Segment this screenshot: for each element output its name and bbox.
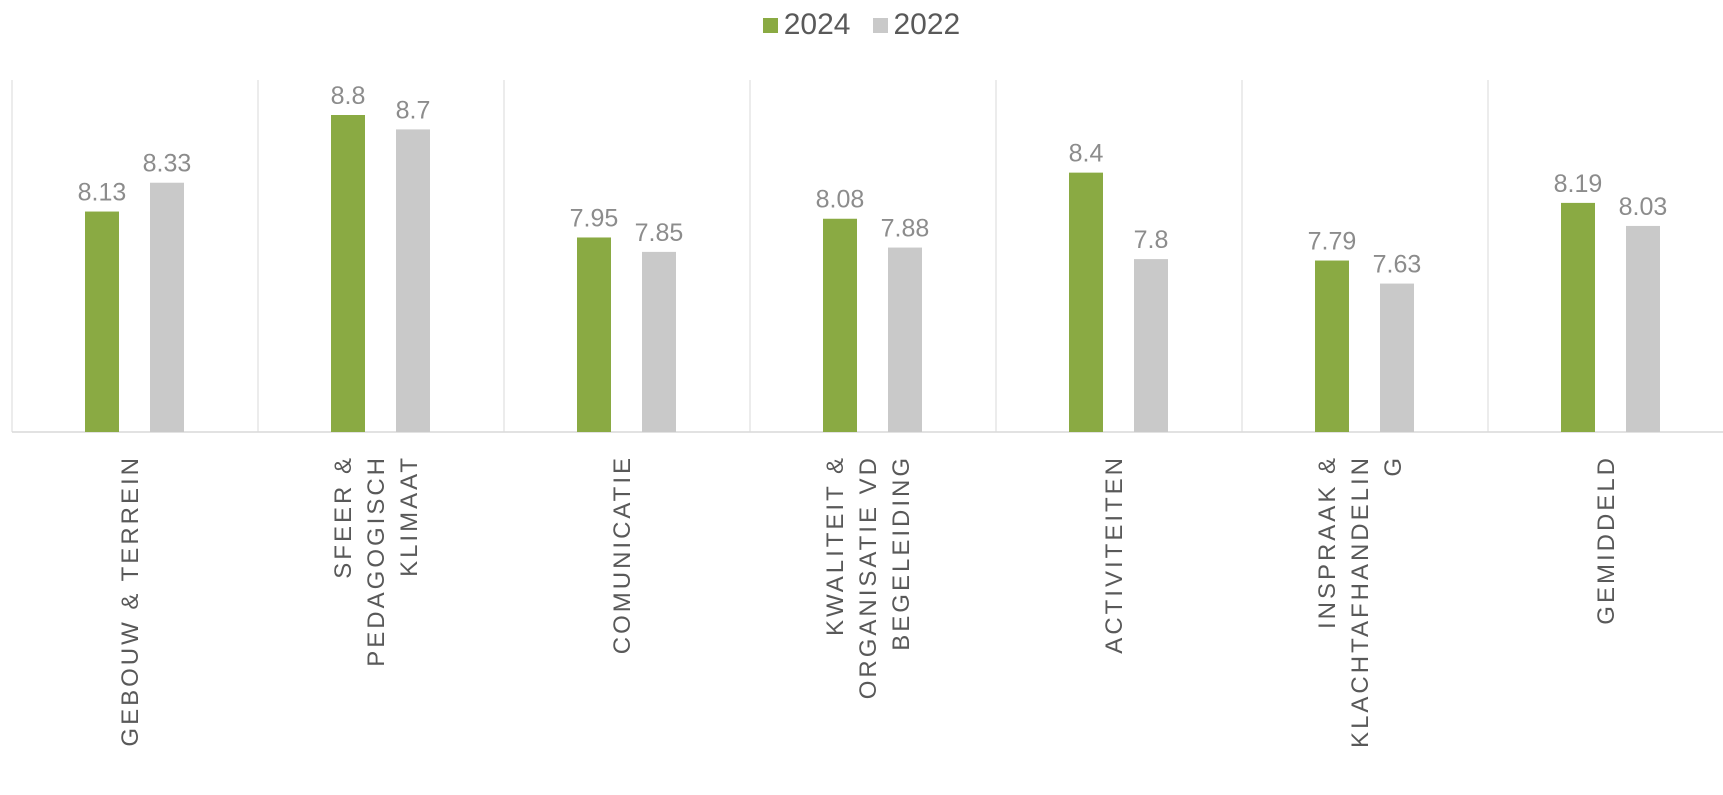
legend-label: 2024 xyxy=(783,8,851,41)
bar-2024-0 xyxy=(85,211,119,432)
bar-2022-3 xyxy=(888,247,922,432)
data-label: 8.4 xyxy=(1069,140,1104,168)
data-label: 8.7 xyxy=(396,96,431,124)
category-label-3: KWALITEIT & ORGANISATIE VD BEGELEIDING xyxy=(822,455,915,699)
bar-2022-6 xyxy=(1626,225,1660,432)
data-label: 7.85 xyxy=(635,219,684,247)
category-label-5: INSPRAAK & KLACHTAFHANDELIN G xyxy=(1314,455,1407,748)
category-label-1: SFEER & PEDAGOGISCH KLIMAAT xyxy=(330,455,423,667)
legend-swatch xyxy=(872,17,888,33)
category-tick-label: COMUNICATIE xyxy=(609,455,636,654)
category-tick-label: GEMIDDELD xyxy=(1593,455,1620,625)
bar-2024-3 xyxy=(823,218,857,432)
data-label: 7.95 xyxy=(570,204,619,232)
category-label-4: ACTIVITEITEN xyxy=(1101,455,1128,654)
category-tick-label: ORGANISATIE VD xyxy=(855,455,882,699)
bar-2024-2 xyxy=(577,237,611,432)
data-label: 8.8 xyxy=(331,82,366,110)
category-tick-label: BEGELEIDING xyxy=(888,455,915,651)
category-tick-label: KWALITEIT & xyxy=(822,455,849,636)
category-tick-label: PEDAGOGISCH xyxy=(363,455,390,667)
category-label-0: GEBOUW & TERREIN xyxy=(117,455,144,747)
data-label: 8.13 xyxy=(78,179,127,207)
legend-swatch xyxy=(762,17,778,33)
category-tick-label: ACTIVITEITEN xyxy=(1101,455,1128,654)
bar-2022-0 xyxy=(150,182,184,432)
bar-2024-4 xyxy=(1069,172,1103,433)
category-tick-label: INSPRAAK & xyxy=(1314,455,1341,629)
category-label-2: COMUNICATIE xyxy=(609,455,636,654)
bar-2022-4 xyxy=(1134,259,1168,432)
category-tick-label: GEBOUW & TERREIN xyxy=(117,455,144,747)
bar-2024-5 xyxy=(1315,260,1349,432)
legend-item-0: 2024 xyxy=(762,8,851,42)
legend-item-1: 2022 xyxy=(872,8,961,42)
category-tick-label: SFEER & xyxy=(330,455,357,579)
data-label: 7.88 xyxy=(881,215,930,243)
category-label-6: GEMIDDELD xyxy=(1593,455,1620,625)
bar-2022-5 xyxy=(1380,283,1414,432)
category-tick-label: KLACHTAFHANDELIN xyxy=(1347,455,1374,748)
legend: 2024 2022 xyxy=(0,8,1723,42)
category-tick-label: KLIMAAT xyxy=(396,455,423,577)
data-label: 8.03 xyxy=(1619,193,1668,221)
bar-2022-1 xyxy=(396,129,430,432)
data-label: 7.79 xyxy=(1308,228,1357,256)
legend-label: 2022 xyxy=(893,8,961,41)
bar-2024-6 xyxy=(1561,202,1595,432)
data-label: 8.19 xyxy=(1554,170,1603,198)
data-label: 8.33 xyxy=(143,150,192,178)
data-label: 8.08 xyxy=(816,186,865,214)
data-label: 7.8 xyxy=(1134,226,1169,254)
category-tick-label: G xyxy=(1380,455,1407,477)
bar-2022-2 xyxy=(642,251,676,432)
data-label: 7.63 xyxy=(1373,251,1422,279)
bar-2024-1 xyxy=(331,115,365,432)
